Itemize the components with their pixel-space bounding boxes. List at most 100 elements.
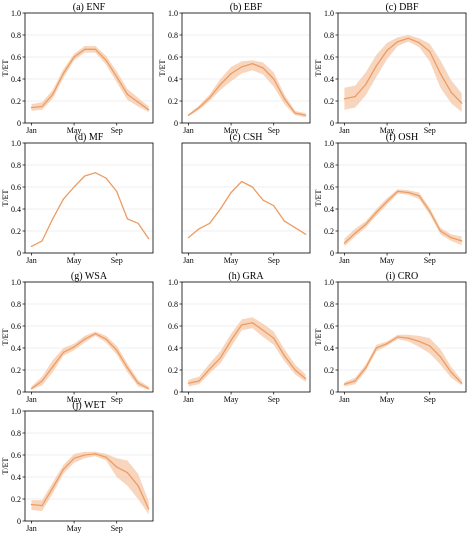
y-axis-label: T/ET bbox=[1, 328, 10, 345]
data-point bbox=[407, 37, 409, 39]
chart-title: (d) MF bbox=[75, 132, 104, 143]
y-tick-label: 0.8 bbox=[168, 31, 178, 40]
y-tick-label: 0 bbox=[17, 249, 21, 258]
chart-title: (g) WSA bbox=[71, 271, 108, 282]
x-tick-label: Sep bbox=[268, 256, 280, 265]
y-tick-label: 0.2 bbox=[11, 227, 21, 236]
data-point bbox=[375, 65, 377, 67]
x-tick-label: Sep bbox=[424, 256, 436, 265]
data-point bbox=[137, 222, 139, 224]
uncertainty-band bbox=[344, 334, 462, 387]
data-point bbox=[94, 333, 96, 335]
data-point bbox=[116, 349, 118, 351]
data-point bbox=[219, 83, 221, 86]
x-tick-label: Sep bbox=[424, 126, 436, 135]
plot-frame bbox=[337, 142, 467, 254]
data-point bbox=[343, 242, 345, 244]
data-point bbox=[439, 230, 441, 232]
x-tick-label: Jan bbox=[339, 256, 350, 265]
data-point bbox=[273, 78, 275, 80]
x-tick-label: May bbox=[380, 395, 395, 404]
data-point bbox=[397, 190, 399, 192]
data-point bbox=[126, 218, 128, 220]
y-tick-label: 0.4 bbox=[11, 205, 21, 214]
uncertainty-band bbox=[31, 331, 149, 390]
data-point bbox=[365, 83, 367, 86]
data-point bbox=[262, 67, 264, 69]
data-point bbox=[305, 378, 307, 380]
y-tick-label: 0.4 bbox=[11, 473, 21, 482]
data-point bbox=[241, 66, 243, 68]
y-tick-label: 1.0 bbox=[324, 139, 334, 148]
data-point bbox=[386, 49, 388, 52]
data-point bbox=[62, 198, 64, 200]
uncertainty-band bbox=[188, 60, 306, 118]
data-point bbox=[354, 96, 356, 98]
data-point bbox=[375, 347, 377, 349]
chart-10: 0 0.2 0.4 0.6 0.8 1.0 Jan May Sep (j) WET T/ET bbox=[1, 400, 154, 533]
chart-title: (j) WET bbox=[72, 400, 105, 411]
data-point bbox=[219, 357, 221, 359]
x-tick-label: Jan bbox=[339, 395, 350, 404]
y-tick-label: 0.6 bbox=[11, 451, 21, 460]
data-point bbox=[418, 195, 420, 197]
y-tick-label: 0.8 bbox=[324, 300, 334, 309]
x-tick-label: Jan bbox=[183, 395, 194, 404]
data-point bbox=[251, 322, 253, 324]
y-tick-label: 0 bbox=[174, 119, 178, 128]
y-axis-label: T/ET bbox=[1, 457, 10, 474]
series-line bbox=[31, 172, 150, 247]
y-axis-label: T/ET bbox=[1, 59, 10, 76]
data-point bbox=[105, 338, 107, 340]
x-tick-label: Sep bbox=[424, 395, 436, 404]
data-point bbox=[52, 218, 54, 220]
data-point bbox=[365, 223, 367, 225]
data-point bbox=[41, 105, 43, 108]
data-point bbox=[365, 367, 367, 369]
data-point bbox=[137, 382, 139, 384]
y-axis-label: T/ET bbox=[158, 59, 167, 76]
y-tick-label: 0.8 bbox=[324, 161, 334, 170]
data-point bbox=[418, 42, 420, 44]
data-point bbox=[126, 472, 128, 474]
y-tick-label: 0.2 bbox=[324, 227, 334, 236]
y-tick-label: 0.4 bbox=[168, 75, 178, 84]
y-tick-label: 1.0 bbox=[168, 278, 178, 287]
x-tick-label: May bbox=[380, 256, 395, 265]
series-line bbox=[344, 336, 463, 385]
data-point bbox=[305, 233, 307, 235]
data-point bbox=[84, 454, 86, 456]
data-point bbox=[187, 382, 189, 384]
data-point bbox=[461, 102, 463, 104]
chart-7: 0 0.2 0.4 0.6 0.8 1.0 Jan May Sep (g) WSA T/ET bbox=[1, 271, 154, 404]
x-tick-label: May bbox=[67, 126, 82, 135]
y-tick-label: 0.4 bbox=[11, 75, 21, 84]
chart-4: 0 0.2 0.4 0.6 0.8 1.0 Jan May Sep (d) MF T/ET bbox=[1, 132, 154, 265]
x-tick-label: May bbox=[67, 395, 82, 404]
plot-frame bbox=[24, 142, 154, 254]
data-point bbox=[94, 172, 96, 174]
data-point bbox=[262, 199, 264, 201]
data-point bbox=[386, 343, 388, 345]
data-point bbox=[230, 72, 232, 75]
data-point bbox=[94, 48, 96, 50]
data-point bbox=[283, 98, 285, 100]
chart-title: (a) ENF bbox=[73, 2, 106, 13]
y-tick-label: 0.2 bbox=[11, 97, 21, 106]
x-tick-label: Sep bbox=[111, 524, 123, 533]
y-tick-label: 0.2 bbox=[168, 366, 178, 375]
data-point bbox=[251, 63, 253, 65]
y-tick-label: 0.4 bbox=[324, 344, 334, 353]
plot-frame bbox=[24, 12, 154, 124]
data-point bbox=[418, 340, 420, 342]
y-tick-label: 0.8 bbox=[11, 31, 21, 40]
data-point bbox=[137, 101, 139, 103]
data-point bbox=[73, 346, 75, 348]
data-point bbox=[30, 388, 32, 390]
series-line bbox=[31, 453, 150, 510]
data-point bbox=[262, 329, 264, 331]
data-point bbox=[209, 368, 211, 370]
data-point bbox=[148, 508, 150, 510]
x-tick-label: Sep bbox=[111, 256, 123, 265]
chart-title: (f) OSH bbox=[386, 132, 419, 143]
